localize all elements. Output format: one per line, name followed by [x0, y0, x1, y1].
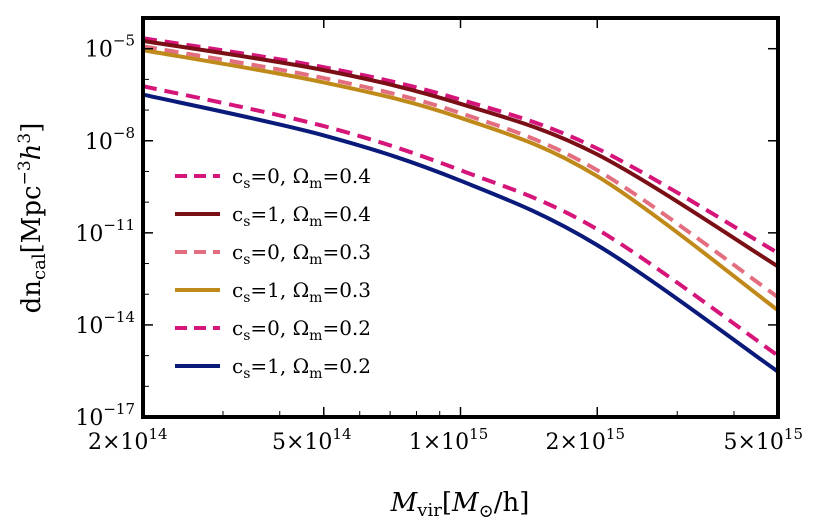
legend-label-0: cs=0, Ωm=0.4	[232, 164, 371, 192]
series-line-4	[143, 86, 778, 355]
x-axis-title: Mvir[M⊙/h]	[390, 488, 530, 522]
x-tick-label-2: 1×1015	[409, 425, 489, 455]
legend-label-4: cs=0, Ωm=0.2	[232, 316, 371, 344]
legend-label-2: cs=0, Ωm=0.3	[232, 240, 371, 268]
legend-label-3: cs=1, Ωm=0.3	[232, 278, 371, 306]
series-line-0	[143, 38, 778, 253]
x-tick-label-3: 2×1015	[545, 425, 625, 455]
x-tick-label-1: 5×1014	[272, 425, 352, 455]
legend: cs=0, Ωm=0.4 cs=1, Ωm=0.4 cs=0, Ωm=0.3 cs=1…	[175, 164, 371, 382]
ticks-layer	[142, 18, 779, 418]
y-axis-title: dncal[Mpc−3h3]	[15, 123, 50, 314]
series-line-5	[143, 95, 778, 372]
y-tick-label-0: 10−5	[85, 32, 135, 63]
legend-label-5: cs=1, Ωm=0.2	[232, 354, 371, 382]
tick-labels-layer: 2×1014 5×1014 1×1015 2×1015 5×1015 10−5 10−8 10…	[75, 32, 803, 455]
series-line-3	[143, 50, 778, 310]
y-tick-label-3: 10−14	[75, 308, 135, 339]
curves-layer	[143, 38, 778, 372]
y-tick-label-4: 10−17	[75, 400, 135, 431]
series-line-2	[143, 46, 778, 297]
y-tick-label-1: 10−8	[85, 124, 135, 155]
y-tick-label-2: 10−11	[75, 216, 135, 247]
series-line-1	[143, 41, 778, 267]
legend-label-1: cs=1, Ωm=0.4	[232, 202, 371, 230]
x-tick-label-0: 2×1014	[88, 425, 168, 455]
x-tick-label-4: 5×1015	[723, 425, 803, 455]
